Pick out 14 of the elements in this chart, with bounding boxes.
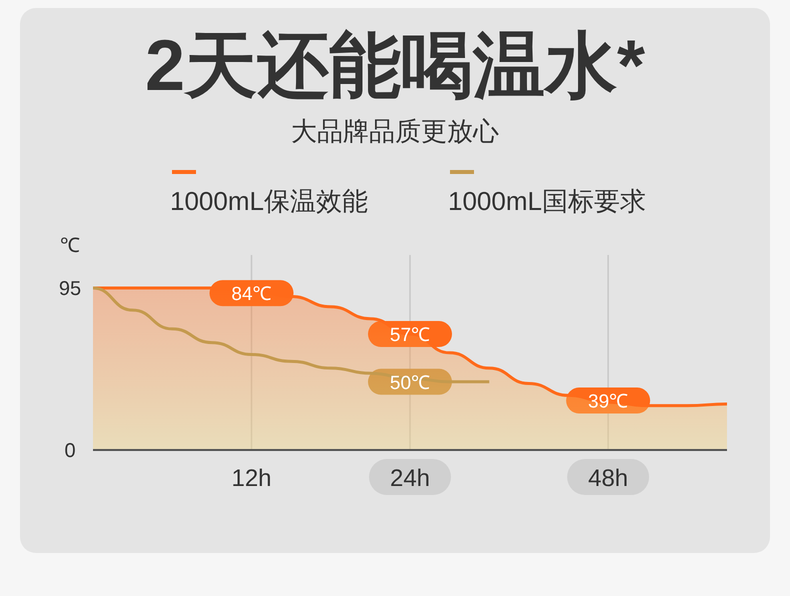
legend-label: 1000mL保温效能: [170, 186, 368, 216]
annotation: 57℃: [390, 325, 430, 346]
chart-subtitle: 大品牌品质更放心: [291, 116, 499, 146]
y-tick-label: 0: [64, 440, 76, 462]
x-tick-label: 48h: [588, 465, 628, 492]
legend-label: 1000mL国标要求: [448, 186, 646, 216]
x-tick-label: 24h: [390, 465, 430, 492]
y-axis-title: ℃: [60, 235, 80, 257]
x-tick-label: 12h: [231, 465, 272, 492]
y-tick-label: 95: [58, 278, 82, 300]
annotation: 50℃: [390, 372, 430, 394]
chart-title: 2天还能喝温水*: [144, 26, 646, 106]
annotation: 39℃: [588, 392, 628, 413]
annotation: 84℃: [231, 284, 272, 306]
